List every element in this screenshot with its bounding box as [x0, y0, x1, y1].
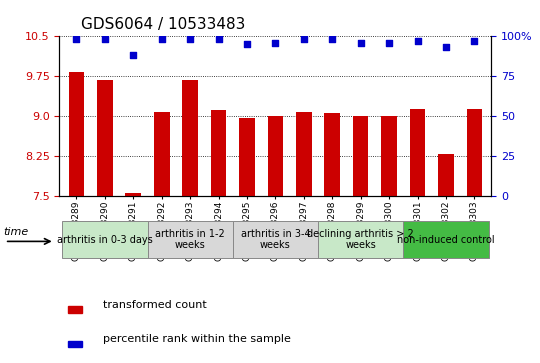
Point — [413, 38, 422, 44]
Bar — [183, 80, 198, 196]
Bar — [325, 114, 340, 196]
Bar — [147, 221, 233, 258]
Bar — [97, 80, 113, 196]
Point — [385, 40, 394, 46]
Point — [300, 37, 308, 42]
Point — [242, 41, 251, 47]
Point — [328, 37, 336, 42]
Text: transformed count: transformed count — [103, 300, 206, 310]
Bar — [68, 306, 82, 313]
Bar — [410, 109, 426, 196]
Point — [442, 45, 450, 50]
Bar — [154, 113, 170, 196]
Bar — [239, 118, 255, 196]
Bar — [211, 110, 226, 196]
Point — [129, 53, 138, 58]
Bar — [268, 116, 283, 196]
Point — [100, 37, 109, 42]
Point — [470, 38, 478, 44]
Bar — [125, 193, 141, 196]
Bar — [467, 109, 482, 196]
Point — [186, 37, 194, 42]
Text: arthritis in 0-3 days: arthritis in 0-3 days — [57, 234, 153, 245]
Bar — [296, 113, 312, 196]
Text: arthritis in 1-2
weeks: arthritis in 1-2 weeks — [156, 229, 225, 250]
Text: non-induced control: non-induced control — [397, 234, 495, 245]
Bar — [69, 72, 84, 196]
Bar — [403, 221, 489, 258]
Text: arthritis in 3-4
weeks: arthritis in 3-4 weeks — [241, 229, 310, 250]
Text: GDS6064 / 10533483: GDS6064 / 10533483 — [81, 17, 245, 32]
Bar — [438, 155, 454, 196]
Bar — [62, 221, 147, 258]
Bar — [318, 221, 403, 258]
Point — [214, 37, 223, 42]
Bar — [353, 116, 368, 196]
Bar — [233, 221, 318, 258]
Bar — [381, 116, 397, 196]
Text: time: time — [3, 227, 28, 237]
Point — [356, 40, 365, 46]
Bar — [68, 341, 82, 347]
Point — [271, 40, 280, 46]
Point — [72, 37, 81, 42]
Text: percentile rank within the sample: percentile rank within the sample — [103, 334, 291, 344]
Point — [157, 37, 166, 42]
Text: declining arthritis > 2
weeks: declining arthritis > 2 weeks — [307, 229, 414, 250]
